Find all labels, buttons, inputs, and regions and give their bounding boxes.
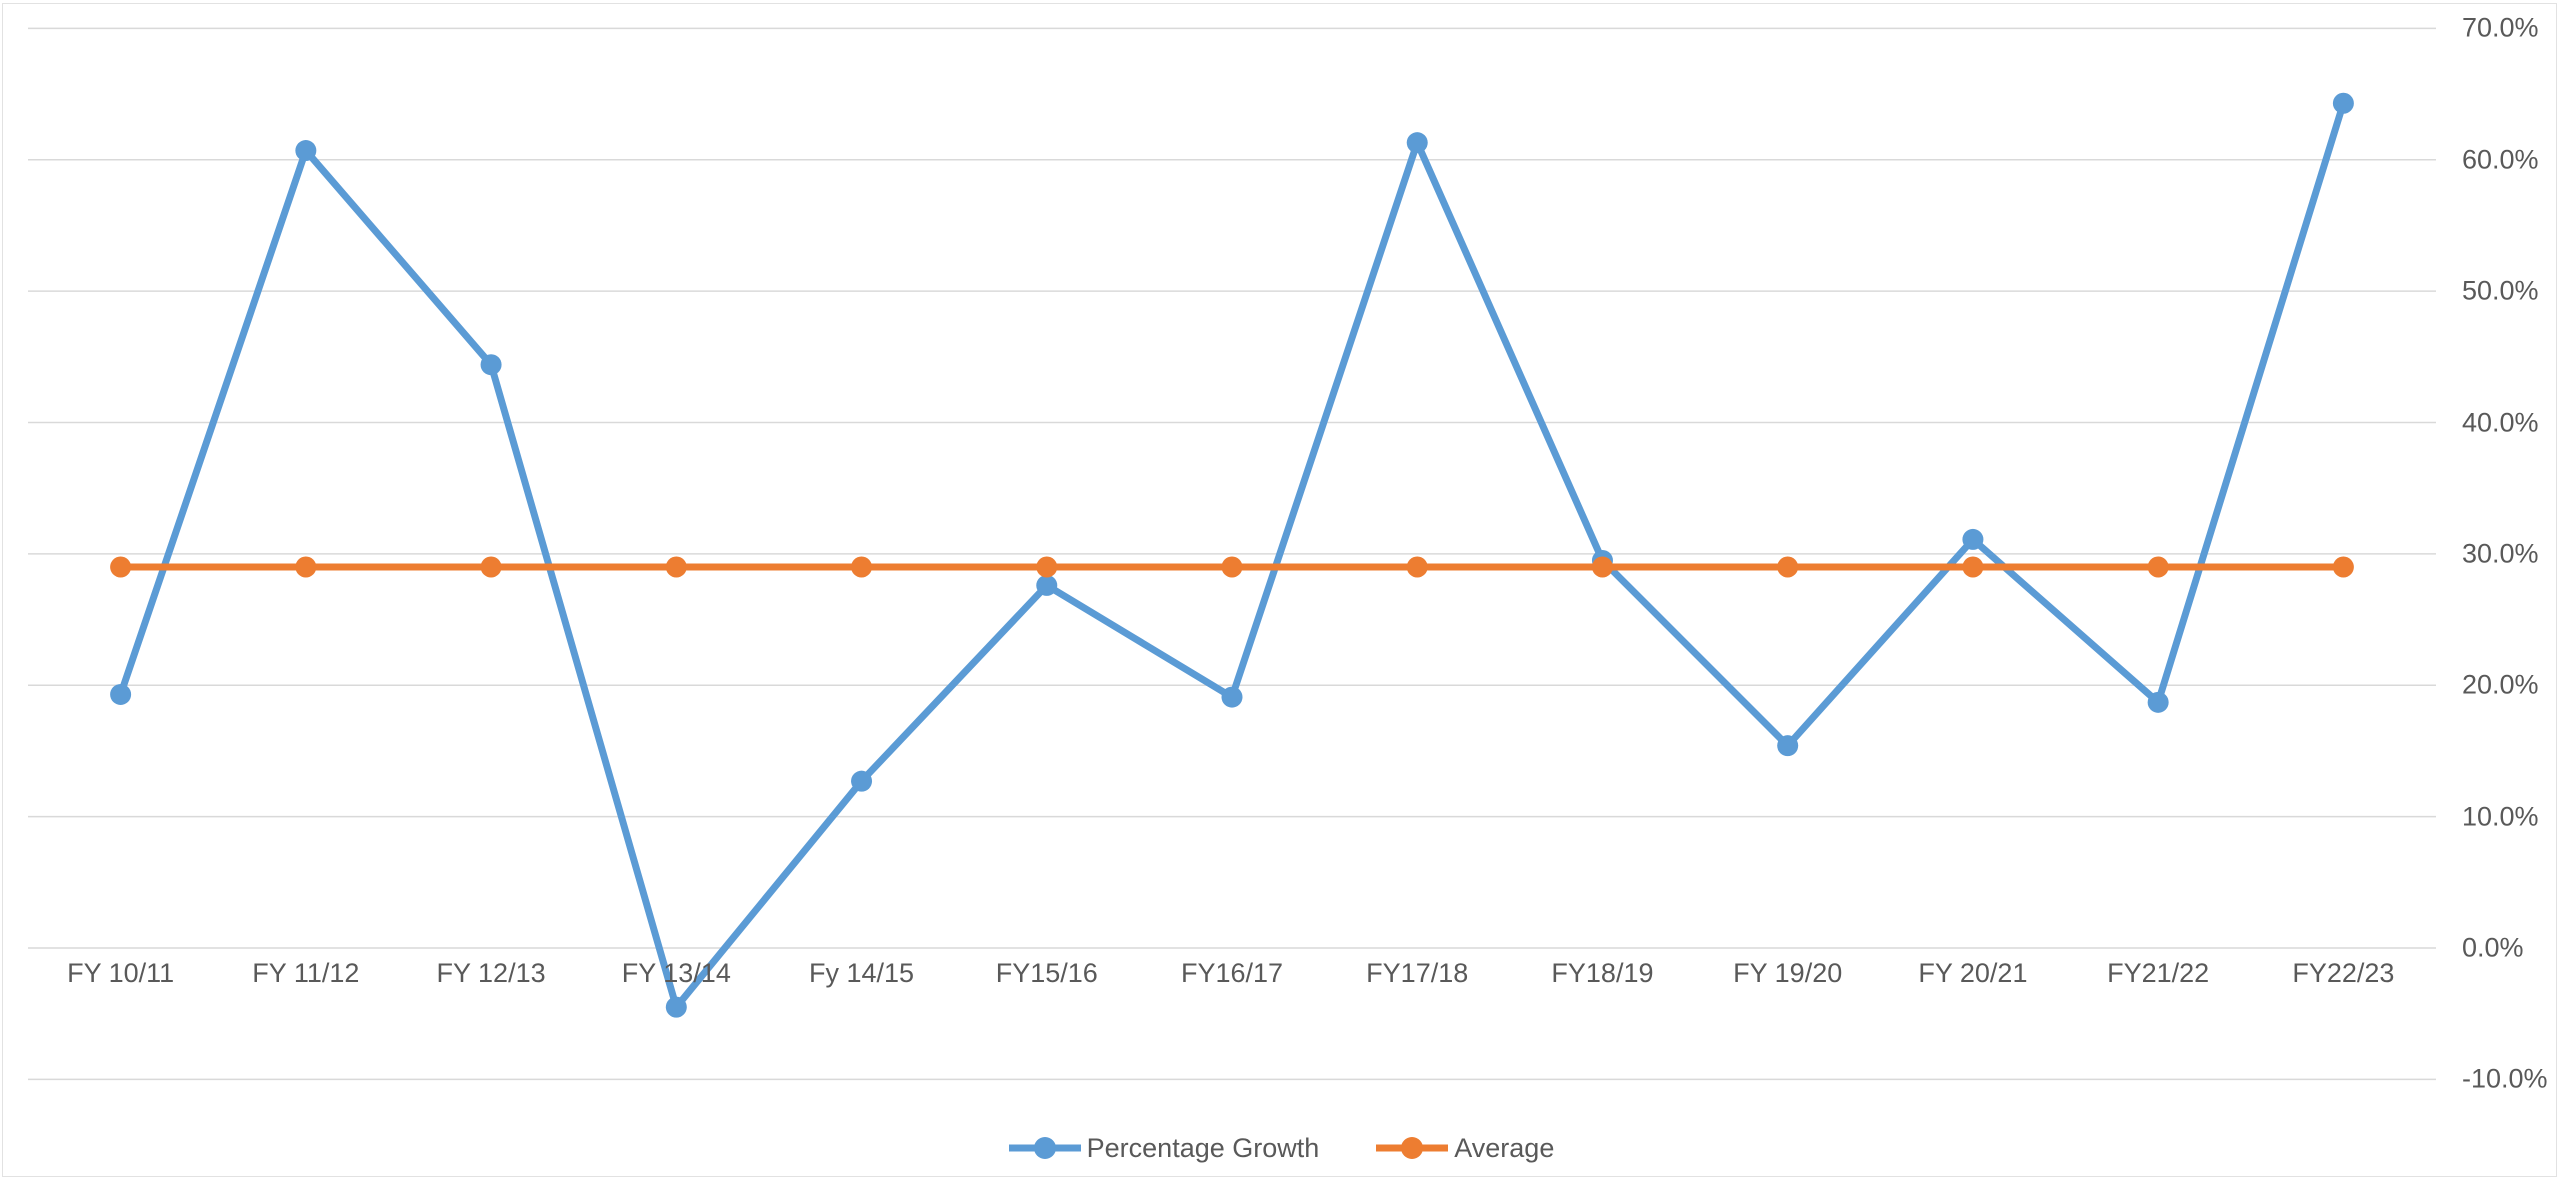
x-axis-tick-label: Fy 14/15 [809, 958, 915, 988]
y-axis-tick-label: -10.0% [2462, 1063, 2548, 1094]
x-axis-tick-label: FY 10/11 [67, 958, 175, 988]
x-axis-tick-label: FY17/18 [1366, 958, 1469, 988]
x-axis-tick-label: FY18/19 [1551, 958, 1654, 988]
x-axis-tick-label: FY 11/12 [252, 958, 360, 988]
legend-line-marker-icon [1008, 1137, 1081, 1159]
x-axis-tick-label: FY16/17 [1180, 958, 1284, 988]
y-axis-tick-label: 40.0% [2462, 407, 2539, 437]
x-axis-tick-label: FY22/23 [2292, 958, 2395, 988]
y-axis-tick-label: 60.0% [2462, 144, 2539, 175]
x-axis-tick-label: FY15/16 [995, 958, 1098, 988]
legend-item-percentage-growth[interactable]: Percentage Growth [1006, 1132, 1320, 1164]
y-axis-tick-label: 20.0% [2462, 669, 2539, 700]
legend-label: Average [1454, 1132, 1555, 1163]
x-axis-tick-label: FY 20/21 [1918, 958, 2028, 988]
y-axis-tick-label: 30.0% [2462, 538, 2539, 569]
x-axis-tick-label: FY 13/14 [621, 958, 731, 988]
y-axis-tick-label: 10.0% [2462, 801, 2539, 832]
x-axis-tick-label: FY21/22 [2107, 958, 2210, 988]
legend-label: Percentage Growth [1086, 1132, 1320, 1163]
legend: Percentage Growth Average [0, 1124, 2560, 1172]
y-axis-tick-label: 70.0% [2462, 12, 2539, 43]
y-axis-tick-label: 0.0% [2462, 932, 2524, 963]
legend-line-marker-icon [1376, 1137, 1449, 1159]
x-axis-tick-label: FY 19/20 [1733, 958, 1843, 988]
y-axis-tick-label: 50.0% [2462, 275, 2539, 306]
x-axis-tick-label: FY 12/13 [436, 958, 546, 988]
legend-item-average[interactable]: Average [1373, 1133, 1554, 1164]
